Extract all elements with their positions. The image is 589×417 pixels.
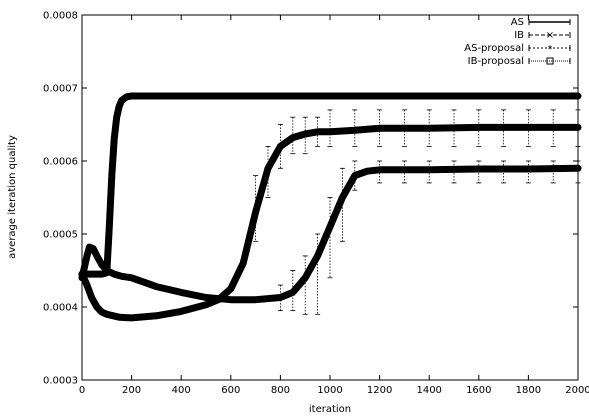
legend-entry-as-proposal: AS-proposal * — [464, 43, 571, 55]
error-bars — [253, 109, 581, 315]
legend-label-as-proposal: AS-proposal — [464, 43, 524, 54]
x-tick-label: 0 — [79, 385, 85, 396]
series-line-1 — [78, 123, 582, 322]
legend-label-as: AS — [511, 17, 524, 28]
x-tick-label: 200 — [122, 385, 141, 396]
y-tick-label: 0.0005 — [43, 230, 78, 241]
y-tick-label: 0.0008 — [43, 11, 78, 22]
legend-marker-ib-proposal — [546, 57, 554, 65]
x-tick-label: 400 — [172, 385, 191, 396]
legend: AS IB × AS-proposal * IB-proposal — [464, 17, 571, 67]
x-tick-label: 1000 — [317, 385, 342, 396]
x-tick-label: 1400 — [416, 385, 441, 396]
x-tick-label: 1200 — [367, 385, 392, 396]
legend-label-ib: IB — [514, 30, 524, 41]
x-axis-label: iteration — [309, 404, 351, 415]
legend-label-ib-proposal: IB-proposal — [468, 56, 524, 67]
x-tick-labels: 0 200 400 600 800 1000 1200 1400 1600 1800 2000 — [79, 385, 589, 396]
legend-entry-ib-proposal: IB-proposal — [468, 56, 571, 67]
x-tick-label: 1600 — [466, 385, 491, 396]
x-tick-label: 800 — [271, 385, 290, 396]
x-tick-label: 1800 — [516, 385, 541, 396]
series-lines — [78, 92, 582, 322]
x-tick-label: 2000 — [565, 385, 589, 396]
legend-marker-as-proposal: * — [548, 44, 553, 55]
legend-entry-as: AS — [511, 17, 571, 28]
legend-entry-ib: IB × — [514, 30, 571, 41]
y-tick-label: 0.0003 — [43, 376, 78, 387]
y-tick-labels: 0.0003 0.0004 0.0005 0.0006 0.0007 0.0008 — [43, 11, 78, 387]
series-line-0 — [78, 92, 582, 278]
legend-marker-ib: × — [546, 30, 554, 41]
x-tick-label: 600 — [221, 385, 240, 396]
series-line-2 — [78, 164, 582, 304]
y-tick-label: 0.0007 — [43, 84, 78, 95]
y-tick-label: 0.0004 — [43, 303, 78, 314]
axis-ticks — [81, 14, 579, 381]
y-tick-label: 0.0006 — [43, 157, 78, 168]
y-axis-label: average iteration quality — [7, 135, 18, 259]
